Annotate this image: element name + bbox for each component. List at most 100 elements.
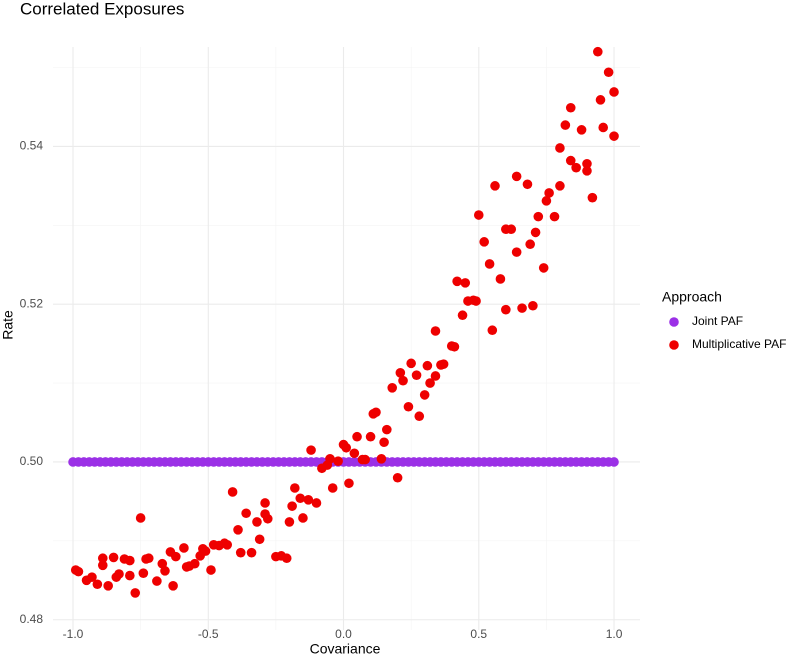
point [327, 483, 338, 493]
point [609, 131, 619, 141]
legend: Approach Joint PAF Multiplicative PAF [662, 289, 786, 351]
point [114, 569, 124, 579]
point [325, 454, 335, 464]
point [252, 517, 262, 527]
x-tick-label: 0.5 [470, 627, 487, 641]
point [495, 274, 506, 284]
legend-swatch [669, 340, 679, 350]
point [457, 310, 468, 321]
point [511, 171, 522, 182]
point [97, 553, 108, 564]
point [460, 278, 471, 288]
point [171, 551, 181, 562]
legend-title: Approach [662, 289, 722, 305]
point [376, 454, 387, 464]
point [168, 581, 178, 591]
point [484, 259, 495, 269]
point [290, 483, 300, 493]
point [511, 247, 522, 257]
point [200, 546, 211, 556]
point [541, 196, 552, 206]
point [544, 188, 554, 198]
point [306, 445, 316, 455]
point [609, 87, 619, 97]
point [179, 543, 189, 553]
point [189, 558, 200, 569]
point [449, 341, 460, 352]
point [360, 454, 370, 465]
y-tick-label: 0.54 [20, 139, 44, 153]
point [582, 166, 592, 176]
point [73, 566, 84, 577]
point [452, 276, 462, 287]
point [287, 501, 297, 511]
point [379, 437, 389, 448]
point [352, 431, 362, 442]
point [425, 378, 435, 388]
point [97, 560, 108, 571]
point [598, 122, 609, 133]
point [395, 368, 406, 378]
point [260, 498, 270, 508]
point [87, 572, 97, 582]
point [403, 401, 414, 412]
x-axis-title: Covariance [310, 641, 381, 657]
x-tick-label: -1.0 [63, 627, 84, 641]
x-tick-label: -0.5 [198, 627, 219, 641]
point [392, 472, 403, 483]
chart-title: Correlated Exposures [20, 0, 184, 18]
y-axis-title: Rate [0, 310, 16, 340]
point [371, 407, 381, 418]
plot-area [68, 46, 619, 598]
point [298, 513, 308, 523]
point [284, 517, 295, 527]
point [365, 431, 376, 442]
point [506, 224, 517, 235]
point [593, 46, 603, 57]
point [473, 210, 484, 220]
point [206, 565, 216, 575]
point [222, 539, 233, 550]
point [241, 508, 251, 519]
point [555, 181, 565, 191]
point [303, 495, 314, 505]
point [295, 493, 306, 504]
point [565, 155, 576, 166]
point [227, 487, 238, 497]
point [430, 326, 441, 336]
point [341, 442, 352, 453]
legend-label: Multiplicative PAF [692, 337, 786, 351]
point [571, 162, 581, 173]
point [582, 158, 592, 169]
point [522, 179, 533, 190]
point [530, 227, 541, 238]
point [560, 120, 571, 130]
point [414, 411, 425, 422]
point [576, 125, 587, 135]
point [609, 457, 619, 467]
point [411, 370, 422, 380]
grid [53, 47, 640, 630]
point [419, 390, 430, 400]
point [333, 456, 343, 466]
point [501, 304, 511, 315]
point [349, 448, 360, 459]
point [549, 211, 560, 222]
point [430, 371, 441, 381]
point [538, 263, 549, 273]
point [471, 296, 481, 306]
y-tick-label: 0.52 [20, 296, 44, 310]
point [246, 547, 257, 558]
point [135, 513, 146, 523]
point [387, 383, 398, 393]
point [565, 102, 576, 113]
legend-swatch [669, 317, 679, 327]
x-tick-label: 1.0 [606, 627, 623, 641]
point [533, 211, 544, 222]
point [152, 576, 162, 586]
point [517, 303, 527, 313]
point [603, 67, 614, 78]
y-tick-label: 0.48 [20, 612, 44, 626]
point [438, 359, 449, 369]
